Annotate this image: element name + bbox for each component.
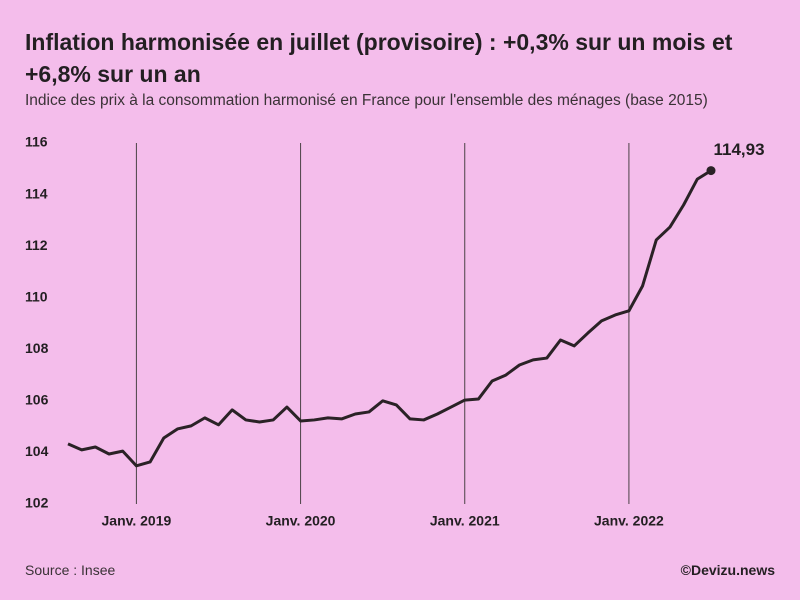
y-tick-label: 110 — [25, 288, 48, 304]
x-tick-label: Janv. 2020 — [266, 513, 336, 529]
chart-subtitle: Indice des prix à la consommation harmon… — [25, 92, 708, 109]
credit: ©Devizu.news — [680, 562, 775, 578]
y-tick-label: 102 — [25, 495, 49, 511]
x-tick-label: Janv. 2019 — [102, 513, 172, 529]
value-label: 114,93 — [713, 140, 764, 159]
y-tick-label: 106 — [25, 392, 49, 408]
x-tick-label: Janv. 2021 — [430, 513, 500, 529]
y-tick-label: 112 — [25, 237, 48, 253]
source-note: Source : Insee — [25, 562, 116, 578]
chart-title: Inflation harmonisée en juillet (proviso… — [25, 29, 733, 87]
data-line — [67, 169, 712, 468]
end-point — [706, 166, 716, 176]
y-tick-label: 108 — [25, 340, 49, 356]
x-tick-label: Janv. 2022 — [594, 513, 664, 529]
y-tick-label: 116 — [25, 134, 48, 150]
y-tick-label: 104 — [25, 443, 49, 459]
y-tick-label: 114 — [25, 185, 48, 201]
